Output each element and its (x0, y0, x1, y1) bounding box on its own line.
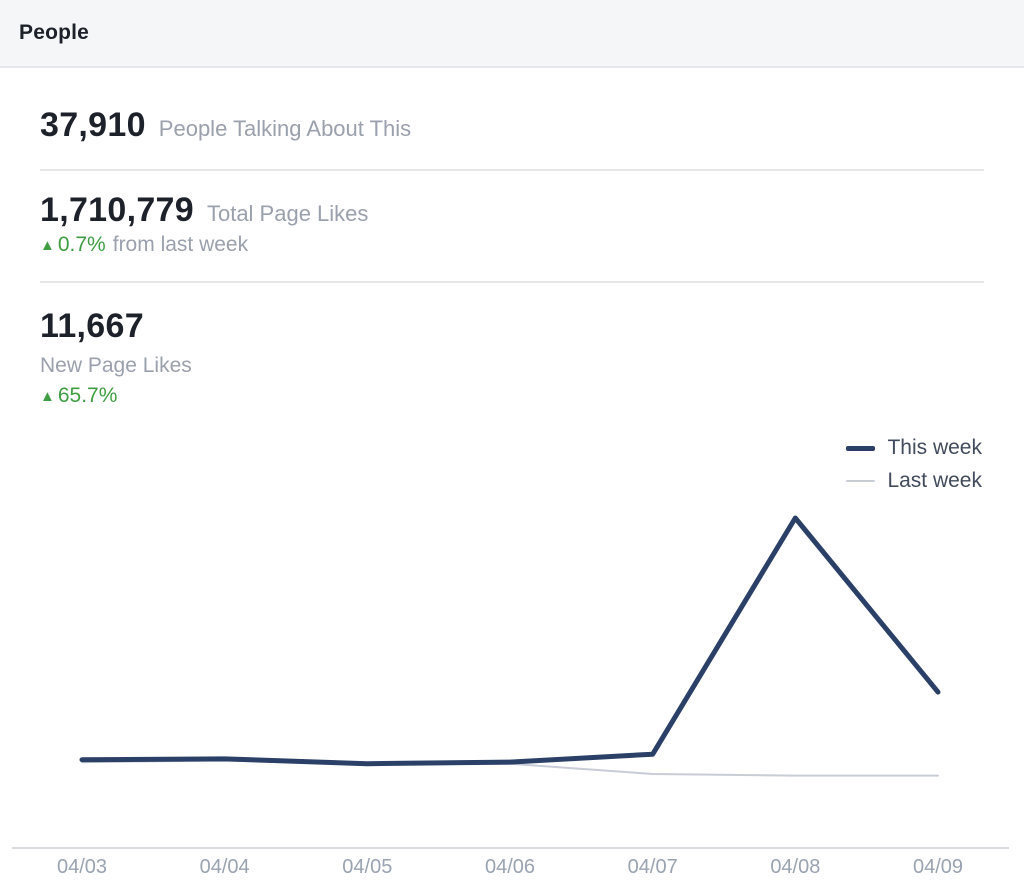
new-likes-change-pct: 65.7% (57, 384, 118, 407)
divider (40, 169, 984, 171)
legend-label-this-week: This week (887, 436, 982, 459)
stat-new-likes: 11,667 (40, 307, 144, 346)
total-likes-change-pct: 0.7% (57, 233, 106, 256)
x-axis-label: 04/07 (627, 856, 678, 878)
this-week-swatch-icon (846, 445, 876, 451)
total-likes-label: Total Page Likes (206, 201, 369, 226)
chart-legend: This week Last week (846, 436, 982, 493)
x-axis-label: 04/05 (342, 856, 393, 878)
x-axis-label: 04/08 (770, 856, 821, 878)
legend-label-last-week: Last week (887, 469, 982, 492)
last-week-swatch-icon (846, 480, 876, 482)
legend-item-this-week: This week (846, 436, 982, 460)
increase-arrow-icon: ▲ (40, 388, 55, 405)
stat-talking-about: 37,910 People Talking About This (40, 106, 411, 145)
x-axis-label: 04/09 (912, 856, 964, 878)
x-axis-label: 04/03 (56, 856, 108, 878)
talking-about-label: People Talking About This (158, 116, 412, 141)
total-likes-change: ▲ 0.7% from last week (40, 233, 248, 257)
page-title: People (19, 21, 90, 44)
new-likes-change: ▲ 65.7% (40, 384, 124, 408)
total-likes-value: 1,710,779 (40, 191, 194, 229)
this-week-line (79, 515, 941, 767)
divider (40, 281, 984, 283)
x-axis-label: 04/06 (484, 856, 536, 878)
x-axis-label: 04/04 (199, 856, 250, 878)
talking-about-value: 37,910 (40, 106, 146, 144)
new-likes-value: 11,667 (40, 307, 144, 345)
total-likes-change-suffix: from last week (112, 233, 249, 256)
new-likes-label: New Page Likes (40, 354, 192, 377)
legend-item-last-week: Last week (846, 469, 982, 493)
panel-header: People (0, 0, 1024, 68)
stat-total-likes: 1,710,779 Total Page Likes (40, 191, 368, 230)
increase-arrow-icon: ▲ (40, 237, 55, 254)
